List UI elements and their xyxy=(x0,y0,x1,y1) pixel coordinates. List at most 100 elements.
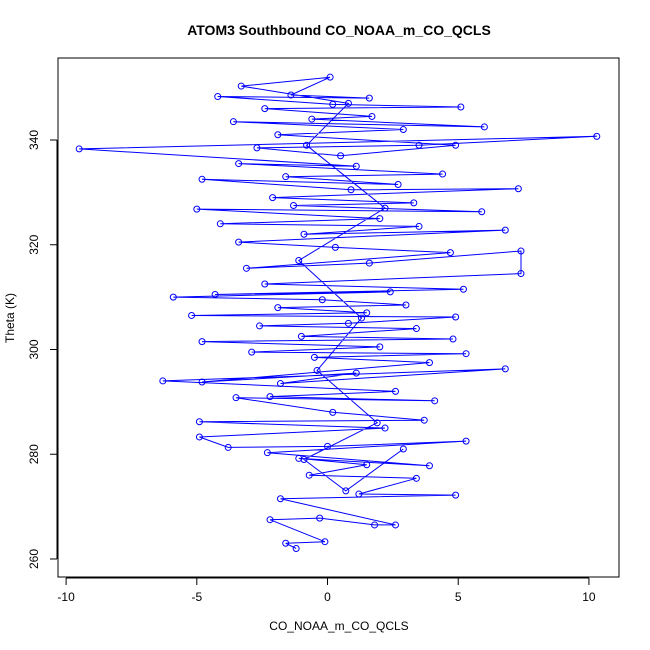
data-point xyxy=(352,162,360,170)
data-point xyxy=(514,185,522,193)
data-point xyxy=(355,490,363,498)
data-point xyxy=(452,141,460,149)
data-point xyxy=(412,325,420,333)
data-point xyxy=(313,366,321,374)
data-point xyxy=(420,416,428,424)
data-point xyxy=(242,264,250,272)
x-tick-label: -10 xyxy=(57,590,75,604)
data-point xyxy=(300,230,308,238)
data-point xyxy=(276,495,284,503)
y-tick-label: 320 xyxy=(27,234,41,254)
data-point xyxy=(480,123,488,131)
data-point xyxy=(188,311,196,319)
data-point xyxy=(274,304,282,312)
y-tick-label: 280 xyxy=(27,444,41,464)
data-point xyxy=(303,141,311,149)
data-point xyxy=(352,369,360,377)
data-point xyxy=(229,118,237,126)
data-point xyxy=(266,393,274,401)
data-point xyxy=(344,99,352,107)
data-point xyxy=(232,394,240,402)
data-point xyxy=(462,350,470,358)
data-point xyxy=(386,288,394,296)
data-point xyxy=(253,144,261,152)
data-point xyxy=(310,353,318,361)
data-point xyxy=(261,105,269,113)
data-point xyxy=(410,199,418,207)
x-tick-label: 10 xyxy=(582,590,596,604)
data-point xyxy=(501,226,509,234)
plot-frame xyxy=(57,57,620,578)
data-point xyxy=(402,301,410,309)
data-point xyxy=(478,208,486,216)
data-point xyxy=(211,291,219,299)
data-point xyxy=(276,380,284,388)
data-point xyxy=(198,338,206,346)
data-point xyxy=(269,194,277,202)
data-point xyxy=(266,516,274,524)
data-point xyxy=(198,175,206,183)
data-point xyxy=(75,145,83,153)
data-point xyxy=(399,445,407,453)
data-point xyxy=(261,280,269,288)
data-point xyxy=(326,73,334,81)
data-point xyxy=(316,514,324,522)
data-point xyxy=(337,152,345,160)
data-point xyxy=(363,461,371,469)
data-point xyxy=(501,365,509,373)
data-point xyxy=(300,455,308,463)
data-point xyxy=(452,491,460,499)
data-point xyxy=(321,538,329,546)
data-point xyxy=(256,322,264,330)
data-point xyxy=(344,319,352,327)
data-point xyxy=(295,256,303,264)
data-point xyxy=(412,474,420,482)
data-point xyxy=(449,335,457,343)
x-tick-label: -5 xyxy=(191,590,202,604)
data-point xyxy=(318,296,326,304)
data-point xyxy=(195,433,203,441)
data-point xyxy=(391,387,399,395)
data-point xyxy=(282,539,290,547)
data-point xyxy=(446,249,454,257)
data-point xyxy=(517,270,525,278)
data-point xyxy=(292,545,300,553)
data-point xyxy=(452,313,460,321)
y-tick-label: 300 xyxy=(27,339,41,359)
data-point xyxy=(342,487,350,495)
data-point xyxy=(295,454,303,462)
data-point xyxy=(415,222,423,230)
data-point xyxy=(274,131,282,139)
data-point xyxy=(329,408,337,416)
data-point xyxy=(459,285,467,293)
data-point xyxy=(290,201,298,209)
data-point xyxy=(329,100,337,108)
data-point xyxy=(216,220,224,228)
data-point xyxy=(376,215,384,223)
data-point xyxy=(195,418,203,426)
data-point xyxy=(214,93,222,101)
data-point xyxy=(439,170,447,178)
data-point xyxy=(425,359,433,367)
data-point xyxy=(381,424,389,432)
data-point xyxy=(224,443,232,451)
data-point xyxy=(365,94,373,102)
data-point xyxy=(365,259,373,267)
data-point xyxy=(324,442,332,450)
data-point xyxy=(248,348,256,356)
data-point xyxy=(169,293,177,301)
data-point xyxy=(457,103,465,111)
data-point xyxy=(371,521,379,529)
data-point xyxy=(425,462,433,470)
data-point xyxy=(198,378,206,386)
data-point xyxy=(394,181,402,189)
data-point xyxy=(287,91,295,99)
data-point xyxy=(373,419,381,427)
x-axis-label: CO_NOAA_m_CO_QCLS xyxy=(269,619,408,633)
y-tick-label: 340 xyxy=(27,130,41,150)
series-line xyxy=(79,76,597,549)
data-point xyxy=(193,205,201,213)
data-point xyxy=(358,314,366,322)
data-point xyxy=(517,247,525,255)
